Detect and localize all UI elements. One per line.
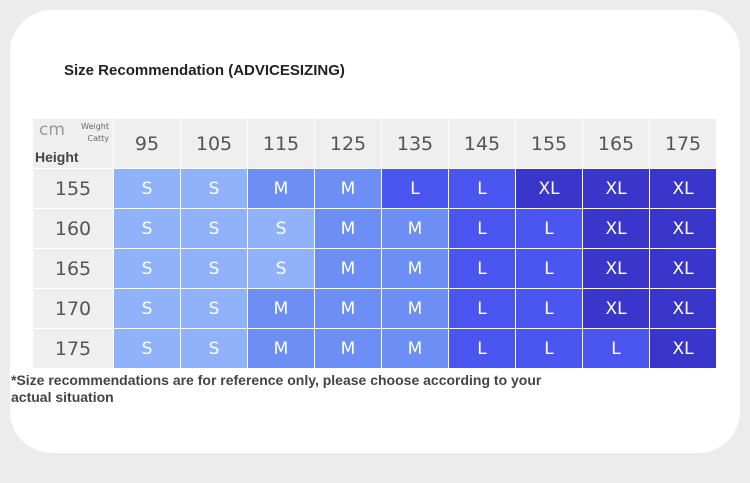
size-cell: L [448,208,516,249]
height-header: 175 [32,328,114,369]
header-row: Weight Catty cm Height 95 105 115 125 135 145… [32,118,717,169]
size-cell: S [113,288,181,329]
size-cell: XL [649,288,717,329]
table-row: 165 S S S M M L L XL XL [32,248,717,289]
weight-unit: Catty [87,134,110,143]
table-row: 175 S S M M M L L L XL [32,328,717,369]
size-cell: S [247,208,315,249]
height-header: 165 [32,248,114,289]
height-unit: cm [39,120,65,140]
size-cell: S [113,208,181,249]
size-cell: L [515,328,583,369]
size-cell: XL [582,248,650,289]
size-cell: M [247,288,315,329]
size-cell: L [448,248,516,289]
size-cell: XL [582,208,650,249]
size-cell: L [448,288,516,329]
size-cell: M [314,208,382,249]
size-cell: S [247,248,315,289]
disclaimer-note: *Size recommendations are for reference … [11,372,542,405]
table-row: 155 S S M M L L XL XL XL [32,168,717,209]
height-label: Height [35,149,79,165]
size-cell: L [515,208,583,249]
size-cell: S [113,248,181,289]
size-cell: M [314,168,382,209]
weight-label: Weight [81,122,109,131]
size-cell: S [180,288,248,329]
size-cell: L [515,288,583,329]
size-cell: M [381,208,449,249]
size-cell: L [515,248,583,289]
height-header: 155 [32,168,114,209]
corner-cell: Weight Catty cm Height [32,118,114,169]
weight-header: 145 [448,118,516,169]
weight-header: 115 [247,118,315,169]
size-cell: XL [649,328,717,369]
height-header: 160 [32,208,114,249]
size-cell: M [314,288,382,329]
weight-header: 175 [649,118,717,169]
size-cell: M [314,248,382,289]
weight-header: 165 [582,118,650,169]
size-cell: XL [515,168,583,209]
size-cell: L [448,328,516,369]
size-cell: XL [582,288,650,329]
size-cell: L [448,168,516,209]
weight-header: 105 [180,118,248,169]
page-title: Size Recommendation (ADVICESIZING) [64,62,345,79]
size-cell: M [247,328,315,369]
size-cell: S [113,168,181,209]
size-cell: M [381,328,449,369]
size-cell: S [180,208,248,249]
size-cell: S [180,328,248,369]
size-cell: XL [649,168,717,209]
size-cell: M [381,288,449,329]
size-cell: XL [649,248,717,289]
size-cell: L [582,328,650,369]
size-cell: L [381,168,449,209]
size-table: Weight Catty cm Height 95 105 115 125 135 145… [32,118,717,369]
weight-header: 135 [381,118,449,169]
table-row: 160 S S S M M L L XL XL [32,208,717,249]
table-row: 170 S S M M M L L XL XL [32,288,717,329]
size-cell: M [381,248,449,289]
weight-header: 95 [113,118,181,169]
size-cell: XL [582,168,650,209]
size-cell: S [180,248,248,289]
height-header: 170 [32,288,114,329]
weight-header: 125 [314,118,382,169]
weight-header: 155 [515,118,583,169]
size-cell: S [180,168,248,209]
size-cell: M [314,328,382,369]
size-cell: M [247,168,315,209]
size-cell: S [113,328,181,369]
size-cell: XL [649,208,717,249]
